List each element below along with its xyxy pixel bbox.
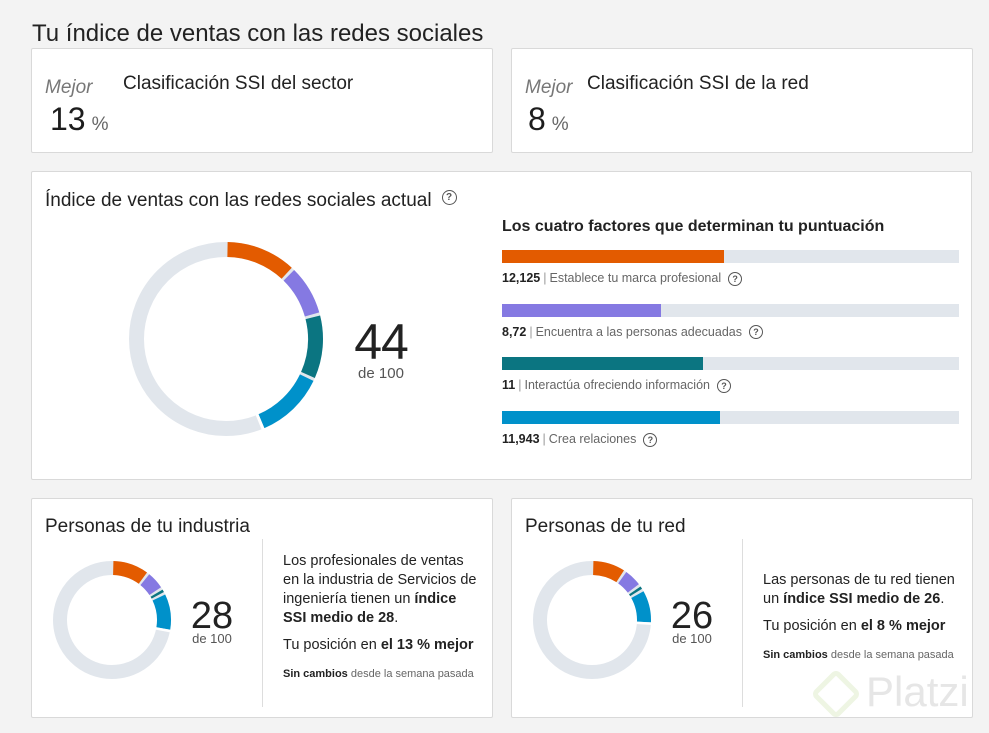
separator: | xyxy=(529,324,533,339)
ranking-number: 8 xyxy=(528,101,546,137)
factor-track xyxy=(502,411,959,425)
network-ranking-card: Mejor Clasificación SSI de la red 8% xyxy=(511,48,973,153)
donut-segment-2 xyxy=(283,269,320,317)
ranking-qualifier: Mejor xyxy=(45,77,93,98)
donut-gap xyxy=(154,627,172,633)
ranking-title: Clasificación SSI del sector xyxy=(123,73,354,94)
change-text: desde la semana pasada xyxy=(827,649,954,661)
network-score-value: 26 xyxy=(670,595,714,637)
ranking-title: Clasificación SSI de la red xyxy=(587,73,809,94)
question-circle-icon[interactable]: ? xyxy=(643,432,658,447)
donut-gap xyxy=(635,621,652,626)
factors-title: Los cuatro factores que determinan tu pu… xyxy=(502,218,885,235)
ranking-number: 13 xyxy=(50,101,86,137)
factor-value: 11,943 xyxy=(502,432,540,447)
factor-relationships: 11,943 | Crea relaciones? xyxy=(502,411,959,447)
ssi-score-max: de 100 xyxy=(358,365,404,382)
question-circle-icon[interactable]: ? xyxy=(717,379,731,394)
change-text: desde la semana pasada xyxy=(347,668,474,680)
ssi-score: 44 de 100 xyxy=(348,317,414,382)
network-description: Las personas de tu red tienen un índice … xyxy=(763,571,963,665)
donut-segment-4 xyxy=(152,594,171,630)
position-text: Tu posición en xyxy=(763,618,861,634)
ssi-score-value: 44 xyxy=(354,314,409,370)
industry-donut-chart xyxy=(53,561,172,679)
factors-panel: Los cuatro factores que determinan tu pu… xyxy=(502,218,959,465)
industry-score: 28 de 100 xyxy=(184,597,240,646)
factor-track xyxy=(502,250,959,263)
desc-end: . xyxy=(940,591,945,607)
network-card: Personas de tu red 26 de 100 Las persona… xyxy=(511,498,973,718)
divider xyxy=(742,539,743,707)
factor-track xyxy=(502,303,959,317)
industry-card: Personas de tu industria 28 de 100 Los p… xyxy=(31,498,493,718)
factor-brand: 12,125 | Establece tu marca profesional? xyxy=(502,250,959,286)
position-value: el 8 % mejor xyxy=(860,618,946,634)
desc-end: . xyxy=(394,610,399,626)
network-score: 26 de 100 xyxy=(664,597,720,646)
question-circle-icon[interactable]: ? xyxy=(441,190,457,206)
ranking-unit: % xyxy=(551,114,569,135)
network-title: Personas de tu red xyxy=(525,516,686,537)
desc-text: Las personas de tu red tienen un xyxy=(763,572,955,607)
separator: | xyxy=(518,378,522,393)
change-status: Sin cambios xyxy=(763,649,828,661)
ranking-value: 13% xyxy=(50,101,109,138)
donut-segment-3 xyxy=(150,589,164,599)
question-circle-icon[interactable]: ? xyxy=(728,271,743,286)
network-donut-chart xyxy=(533,561,652,679)
factor-value: 12,125 xyxy=(502,271,541,285)
factor-label: Encuentra a las personas adecuadas xyxy=(535,324,742,339)
current-ssi-title-text: Índice de ventas con las redes sociales … xyxy=(45,190,432,211)
ranking-value: 8% xyxy=(528,101,569,138)
industry-score-value: 28 xyxy=(190,595,234,637)
donut-segment-3 xyxy=(629,586,643,597)
factor-value: 8,72 xyxy=(502,324,527,339)
factor-engage: 11 | Interactúa ofreciendo información? xyxy=(502,357,959,394)
factor-find-people: 8,72 | Encuentra a las personas adecuadas? xyxy=(502,303,959,340)
page-title: Tu índice de ventas con las redes social… xyxy=(32,20,484,48)
position-value: el 13 % mejor xyxy=(380,637,474,653)
factor-label: Interactúa ofreciendo información xyxy=(524,378,710,393)
ssi-donut-chart xyxy=(129,242,323,436)
factor-value: 11 xyxy=(502,378,516,393)
factor-bar-fill xyxy=(502,411,721,425)
current-ssi-card: Índice de ventas con las redes sociales … xyxy=(31,171,972,480)
donut-segment-2 xyxy=(140,574,162,596)
position-text: Tu posición en xyxy=(283,637,381,653)
industry-score-max: de 100 xyxy=(192,631,232,646)
factor-bar-fill xyxy=(502,250,724,263)
question-circle-icon[interactable]: ? xyxy=(748,325,763,340)
ranking-unit: % xyxy=(91,114,109,135)
desc-text: Los profesionales de ventas en la indust… xyxy=(283,553,477,607)
desc-bold: índice SSI medio de 26 xyxy=(783,591,941,607)
desc-bold: índice SSI medio de 28 xyxy=(283,591,457,626)
factor-bar-fill xyxy=(502,357,704,371)
watermark: Platzi xyxy=(866,668,969,715)
sector-ranking-card: Mejor Clasificación SSI del sector 13% xyxy=(31,48,493,153)
separator: | xyxy=(542,432,546,447)
donut-segment-3 xyxy=(300,315,323,378)
donut-segment-2 xyxy=(617,572,639,593)
factor-track xyxy=(502,357,959,371)
network-score-max: de 100 xyxy=(672,631,712,646)
current-ssi-title: Índice de ventas con las redes sociales … xyxy=(45,190,457,212)
factor-label: Crea relaciones xyxy=(548,432,637,447)
donut-gap xyxy=(255,413,265,431)
donut-segment-4 xyxy=(258,374,314,429)
factor-bar-fill xyxy=(502,303,662,317)
industry-title: Personas de tu industria xyxy=(45,516,250,537)
separator: | xyxy=(543,271,547,285)
industry-description: Los profesionales de ventas en la indust… xyxy=(283,552,483,684)
change-status: Sin cambios xyxy=(283,668,348,680)
donut-segment-1 xyxy=(592,561,624,583)
donut-segment-1 xyxy=(227,242,292,279)
donut-segment-4 xyxy=(631,591,651,623)
divider xyxy=(262,539,263,707)
ranking-qualifier: Mejor xyxy=(525,77,573,98)
factor-label: Establece tu marca profesional xyxy=(549,271,722,285)
donut-segment-1 xyxy=(112,561,148,584)
